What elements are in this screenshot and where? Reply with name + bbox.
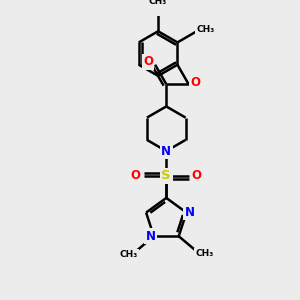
Text: S: S <box>161 169 171 182</box>
Text: CH₃: CH₃ <box>196 249 214 258</box>
Text: CH₃: CH₃ <box>149 0 167 6</box>
Text: N: N <box>184 206 194 219</box>
Text: CH₃: CH₃ <box>197 25 215 34</box>
Text: N: N <box>146 230 156 243</box>
Text: O: O <box>192 169 202 182</box>
Text: O: O <box>191 76 201 88</box>
Text: CH₃: CH₃ <box>119 250 138 259</box>
Text: N: N <box>161 145 171 158</box>
Text: O: O <box>143 55 153 68</box>
Text: O: O <box>131 169 141 182</box>
